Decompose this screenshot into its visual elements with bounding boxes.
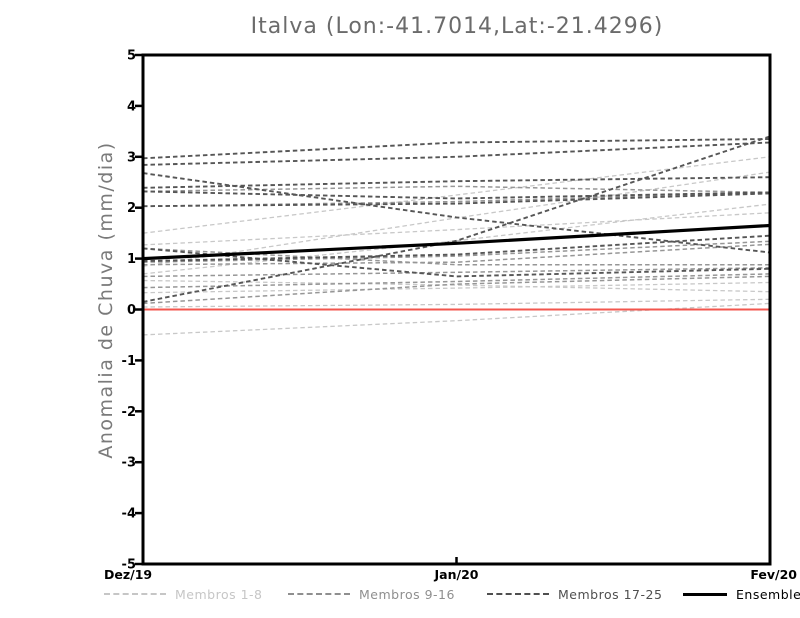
legend-entry-members-9-16: Membros 9-16	[288, 586, 455, 602]
ensemble-member-line	[142, 302, 771, 336]
y-tick-label: 5	[127, 49, 136, 64]
ensemble-member-line	[142, 298, 771, 308]
y-tick-label: 2	[127, 201, 136, 216]
dashed-line-sample-light	[104, 593, 166, 595]
y-tick-label: -2	[122, 405, 136, 420]
y-tick-label: -3	[122, 456, 136, 471]
dashed-line-sample-dark	[487, 593, 549, 595]
y-tick-label: -4	[122, 507, 136, 522]
x-tick-label: Jan/20	[434, 567, 479, 582]
y-tick-label: 1	[127, 252, 136, 267]
legend-label: Membros 9-16	[359, 586, 455, 602]
legend-entry-ensemble-mean: Ensemble Mean	[683, 586, 800, 602]
chart-legend: Membros 1-8 Membros 9-16 Membros 17-25 E…	[0, 586, 800, 606]
y-tick-label: -5	[122, 558, 136, 573]
ensemble-member-line	[142, 267, 771, 278]
legend-label: Ensemble Mean	[736, 586, 800, 602]
y-tick-label: -1	[122, 354, 136, 369]
legend-entry-members-17-25: Membros 17-25	[487, 586, 662, 602]
legend-entry-members-1-8: Membros 1-8	[104, 586, 263, 602]
legend-label: Membros 17-25	[558, 586, 663, 602]
ensemble-mean-line	[142, 223, 771, 261]
ensemble-member-line	[142, 273, 771, 289]
chart-title: Italva (Lon:-41.7014,Lat:-21.4296)	[250, 14, 664, 39]
y-tick-label: 0	[127, 303, 136, 318]
ensemble-member-line	[142, 138, 771, 160]
ensemble-member-line	[142, 172, 771, 254]
ensemble-member-line	[142, 281, 771, 294]
solid-line-sample-black	[683, 592, 727, 596]
x-tick-label: Fev/20	[750, 567, 797, 582]
ensemble-member-line	[142, 176, 771, 189]
ensemble-member-line	[142, 156, 771, 234]
ensemble-member-line	[142, 135, 771, 303]
y-tick-label: 4	[127, 99, 136, 114]
dashed-line-sample-medium	[288, 593, 350, 595]
legend-label: Membros 1-8	[175, 586, 263, 602]
x-tick-label: Dez/19	[104, 567, 152, 582]
y-tick-label: 3	[127, 150, 136, 165]
ensemble-member-line	[142, 185, 771, 194]
